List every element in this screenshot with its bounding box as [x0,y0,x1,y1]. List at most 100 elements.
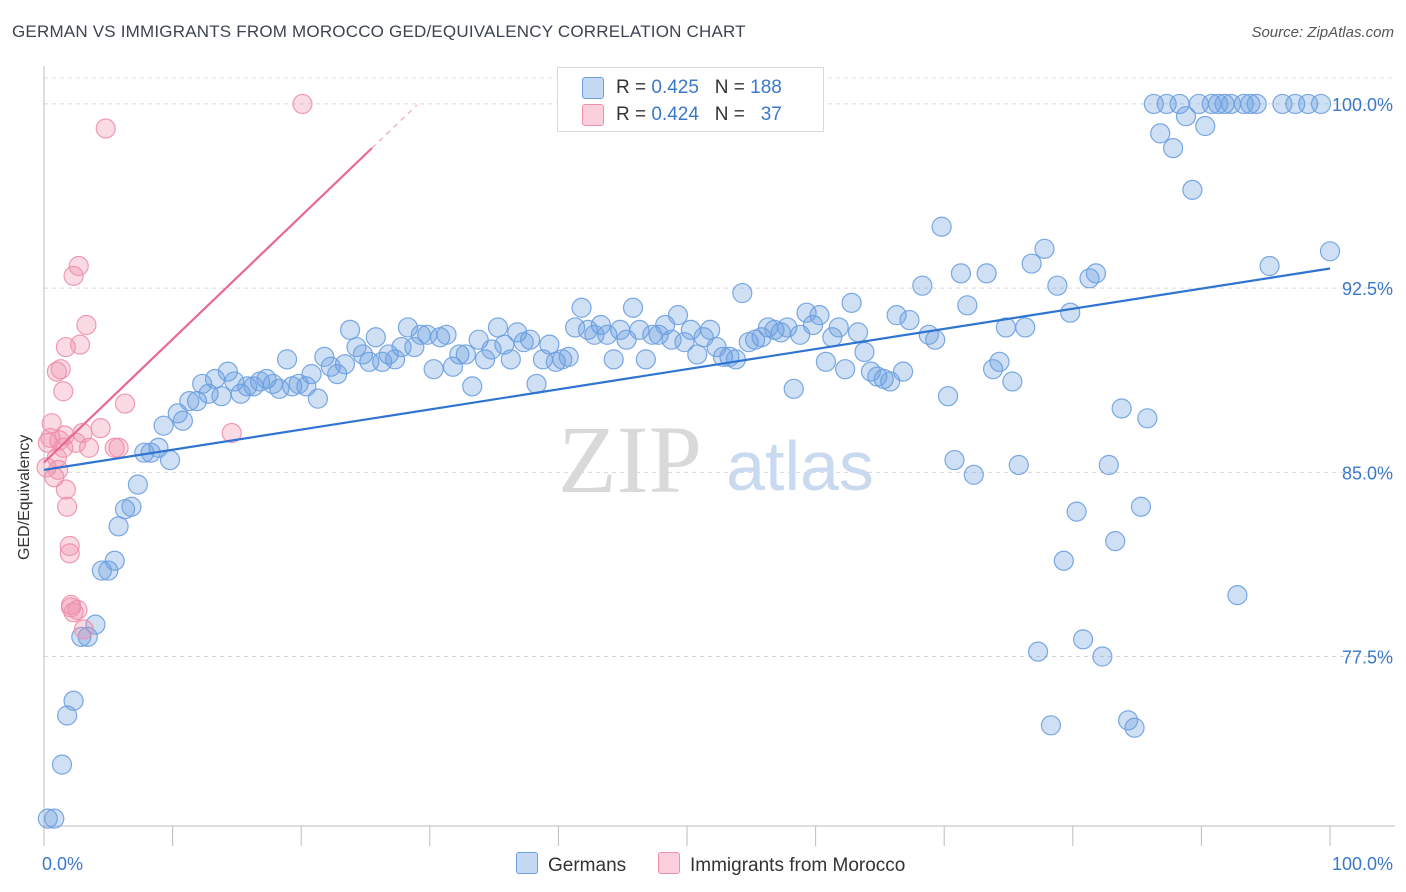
point-germans [1195,115,1216,137]
y-tick-label: 92.5% [1342,279,1393,299]
point-germans [51,754,73,775]
point-germans [276,349,298,370]
point-morocco [59,535,80,557]
point-germans [1092,646,1113,667]
point-germans [1163,138,1184,159]
point-morocco [69,334,91,355]
point-germans [899,309,920,331]
point-germans [1040,715,1062,736]
point-germans [296,376,317,397]
point-germans [1008,454,1029,476]
point-germans [1227,585,1248,606]
point-germans [815,351,836,372]
y-tick-label: 100.0% [1332,95,1393,115]
point-germans [301,363,322,385]
point-germans [1246,93,1267,115]
point-germans [198,383,219,404]
point-germans [828,317,849,338]
point-germans [1015,317,1036,338]
grid-lines [44,77,1395,658]
point-germans [442,356,464,377]
point-germans [590,314,611,336]
point-germans [777,317,798,338]
point-germans [1111,398,1132,419]
point-morocco [41,413,62,434]
point-germans [809,305,830,326]
point-morocco [90,418,111,439]
correlation-legend: R = 0.425 N = 188 R = 0.424 N = 37 [557,67,824,132]
point-germans [397,317,419,338]
point-germans [217,361,238,382]
point-germans [98,560,119,581]
point-germans [687,344,708,365]
x-tick-label-max: 100.0% [1332,854,1393,874]
point-germans [1047,275,1068,296]
point-germans [237,376,258,397]
point-germans [674,332,695,353]
legend-n-germans: 188 [750,77,782,98]
point-germans [365,327,386,348]
point-germans [712,346,734,367]
legend-n-label: N = [714,104,745,125]
trend-lines [43,104,1331,471]
point-morocco [46,361,67,382]
point-germans [835,359,856,380]
point-germans [847,322,869,343]
point-morocco [114,393,136,414]
bottom-legend-label-germans: Germans [548,855,627,876]
point-germans [1259,255,1280,277]
bottom-legend-morocco: Immigrants from Morocco [658,852,905,877]
trend-line-morocco [43,147,373,464]
watermark-zip: ZIP [558,406,702,513]
legend-n-label: N = [714,77,745,98]
bottom-legend-label-morocco: Immigrants from Morocco [690,855,906,876]
point-germans [1085,263,1107,284]
point-germans [886,305,907,326]
point-germans [121,496,142,517]
point-germans [558,346,579,367]
point-germans [912,275,933,296]
point-germans [71,626,92,647]
bottom-legend-swatch-germans [516,852,538,874]
point-morocco [53,381,74,402]
legend-swatch-germans [582,77,604,99]
point-germans [667,305,689,326]
point-germans [841,292,862,313]
point-germans [307,388,329,409]
point-morocco [50,359,71,380]
point-germans [1105,531,1126,552]
point-germans [314,346,335,367]
point-germans [481,339,502,360]
point-germans [854,341,875,363]
point-germans [449,344,470,365]
point-germans [104,550,125,571]
point-germans [1182,179,1203,200]
point-germans [211,386,232,407]
point-morocco [63,265,84,286]
point-germans [1130,496,1152,517]
legend-r-label: R = [616,77,647,98]
x-tick-label-min: 0.0% [42,854,83,874]
point-germans [796,302,817,323]
point-germans [622,297,644,318]
point-germans [1319,241,1341,262]
point-germans [455,344,476,365]
point-germans [1124,717,1145,738]
point-germans [153,415,174,436]
point-morocco [59,543,80,564]
point-germans [159,449,181,471]
point-germans [334,354,356,375]
point-germans [269,378,290,399]
point-morocco [48,459,69,480]
legend-r-morocco: 0.424 [651,104,699,125]
point-germans [404,336,425,358]
point-germans [192,373,213,395]
point-morocco [66,432,87,453]
legend-r-label: R = [616,104,647,125]
point-germans [976,263,997,284]
point-germans [950,263,972,284]
point-germans [931,216,952,237]
source-label: Source: ZipAtlas.com [1251,24,1394,41]
point-germans [507,322,528,343]
